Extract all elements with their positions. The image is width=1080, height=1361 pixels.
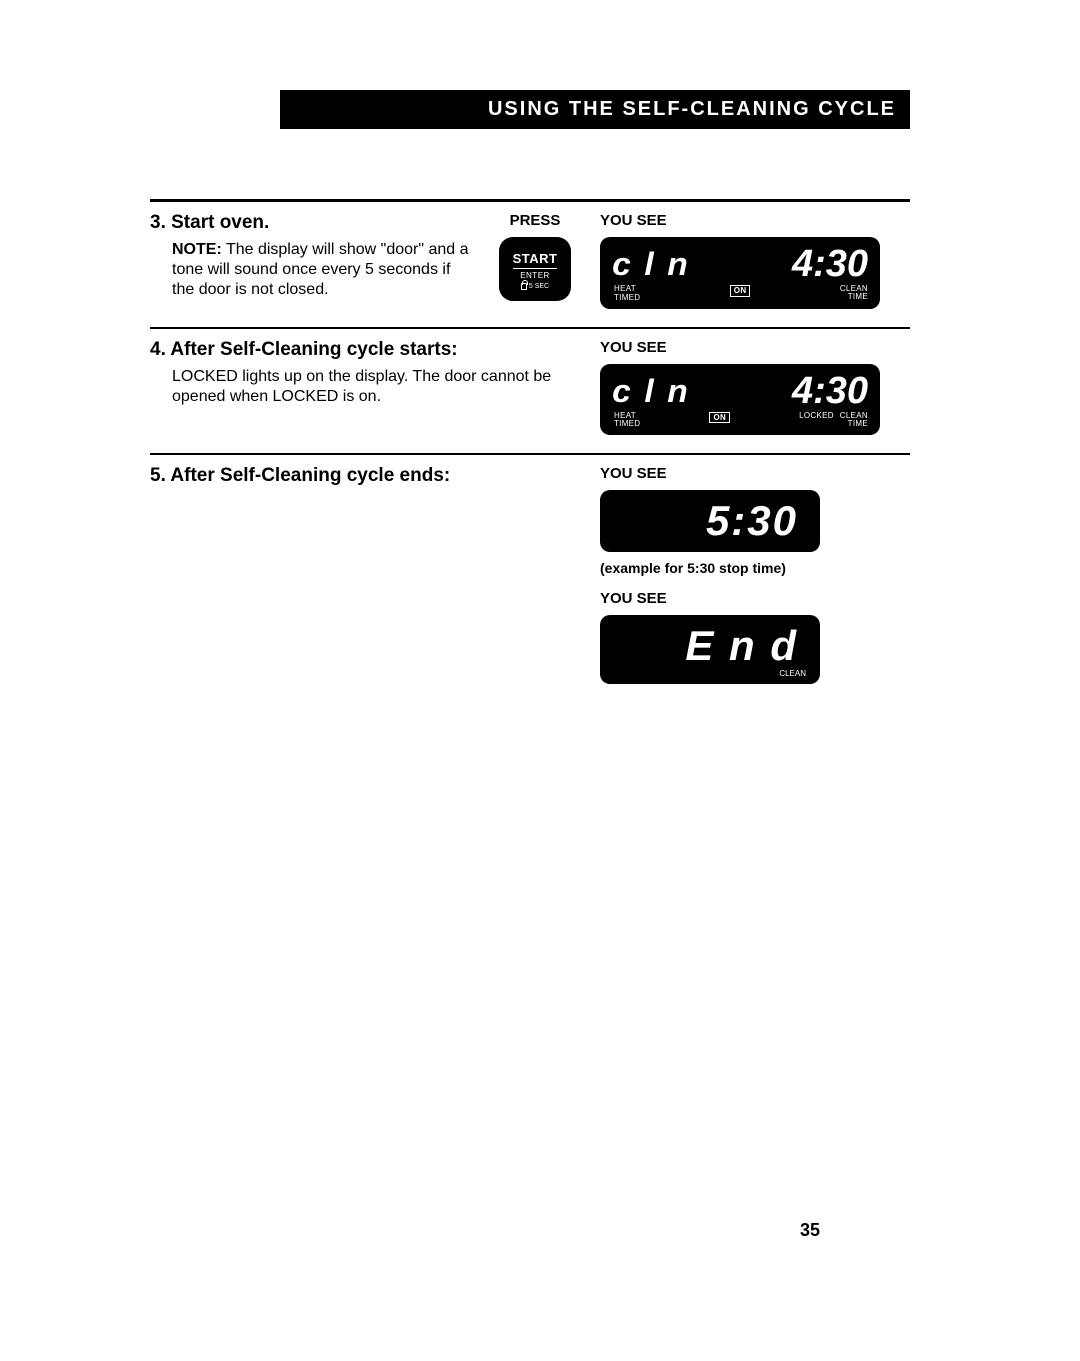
start-button-line2: ENTER <box>520 271 550 280</box>
display-panel-4: c l n 4:30 HEAT TIMED ON LOCKED CLEAN TI… <box>600 364 880 436</box>
indicator-on-4: ON <box>709 412 730 424</box>
display-5a-time: 5:30 <box>614 500 806 542</box>
start-button[interactable]: START ENTER 5 SEC <box>499 237 571 301</box>
yousee-label-4: YOU SEE <box>600 339 910 356</box>
indicator-heat-timed-4: HEAT TIMED <box>614 412 640 430</box>
display-3-time: 4:30 <box>792 245 868 283</box>
step-5: 5. After Self-Cleaning cycle ends: YOU S… <box>150 455 910 716</box>
yousee-column-3: YOU SEE c l n 4:30 HEAT TIMED ON CLEAN <box>590 212 910 309</box>
display-5a-caption: (example for 5:30 stop time) <box>600 560 910 576</box>
display-panel-5b: E n d CLEAN <box>600 615 820 684</box>
start-button-line1: START <box>513 251 558 269</box>
yousee-column-5: YOU SEE 5:30 (example for 5:30 stop time… <box>590 465 910 698</box>
display-3-main: c l n 4:30 <box>614 245 868 283</box>
indicator-locked: LOCKED <box>799 412 834 420</box>
step-4: 4. After Self-Cleaning cycle starts: LOC… <box>150 329 910 454</box>
yousee-5a: YOU SEE 5:30 (example for 5:30 stop time… <box>600 465 910 576</box>
step-3: 3. Start oven. NOTE: The display will sh… <box>150 202 910 327</box>
indicator-locked-clean-4: LOCKED CLEAN TIME <box>799 412 868 429</box>
step-5-title: 5. After Self-Cleaning cycle ends: <box>150 465 580 487</box>
yousee-column-4: YOU SEE c l n 4:30 HEAT TIMED ON LOCKED <box>590 339 910 436</box>
press-label: PRESS <box>480 212 590 229</box>
yousee-label-5b: YOU SEE <box>600 590 910 607</box>
display-4-time: 4:30 <box>792 372 868 410</box>
display-4-indicators: HEAT TIMED ON LOCKED CLEAN TIME <box>614 412 868 430</box>
indicator-time-4: TIME <box>840 420 868 428</box>
display-5b-end: E n d <box>614 625 806 667</box>
indicator-clean-time: CLEAN TIME <box>840 285 868 302</box>
display-3-indicators: HEAT TIMED ON CLEAN TIME <box>614 285 868 303</box>
display-4-main: c l n 4:30 <box>614 372 868 410</box>
start-button-line3: 5 SEC <box>521 283 549 290</box>
yousee-label-5a: YOU SEE <box>600 465 910 482</box>
indicator-clean-5b: CLEAN <box>614 669 806 678</box>
step-4-text: 4. After Self-Cleaning cycle starts: LOC… <box>150 339 590 436</box>
lock-icon <box>521 283 527 290</box>
yousee-5b: YOU SEE E n d CLEAN <box>600 590 910 684</box>
note-label: NOTE: <box>172 241 222 258</box>
display-panel-3: c l n 4:30 HEAT TIMED ON CLEAN TIME <box>600 237 880 309</box>
section-header: USING THE SELF-CLEANING CYCLE <box>280 90 910 129</box>
step-3-body: NOTE: The display will show "door" and a… <box>150 240 470 300</box>
indicator-on: ON <box>730 285 751 297</box>
indicator-timed: TIMED <box>614 294 640 303</box>
yousee-label-3: YOU SEE <box>600 212 910 229</box>
indicator-heat-timed: HEAT TIMED <box>614 285 640 303</box>
indicator-time: TIME <box>840 293 868 301</box>
step-3-text: 3. Start oven. NOTE: The display will sh… <box>150 212 480 309</box>
indicator-timed-4: TIMED <box>614 420 640 429</box>
start-button-5sec: 5 SEC <box>529 283 549 290</box>
step-4-body: LOCKED lights up on the display. The doo… <box>150 367 580 407</box>
step-5-text: 5. After Self-Cleaning cycle ends: <box>150 465 590 698</box>
step-4-title: 4. After Self-Cleaning cycle starts: <box>150 339 580 361</box>
page-content: USING THE SELF-CLEANING CYCLE 3. Start o… <box>150 90 910 716</box>
display-3-mode: c l n <box>612 248 690 280</box>
press-column: PRESS START ENTER 5 SEC <box>480 212 590 309</box>
display-panel-5a: 5:30 <box>600 490 820 552</box>
page-number: 35 <box>800 1220 820 1241</box>
step-3-title: 3. Start oven. <box>150 212 470 234</box>
display-4-mode: c l n <box>612 375 690 407</box>
